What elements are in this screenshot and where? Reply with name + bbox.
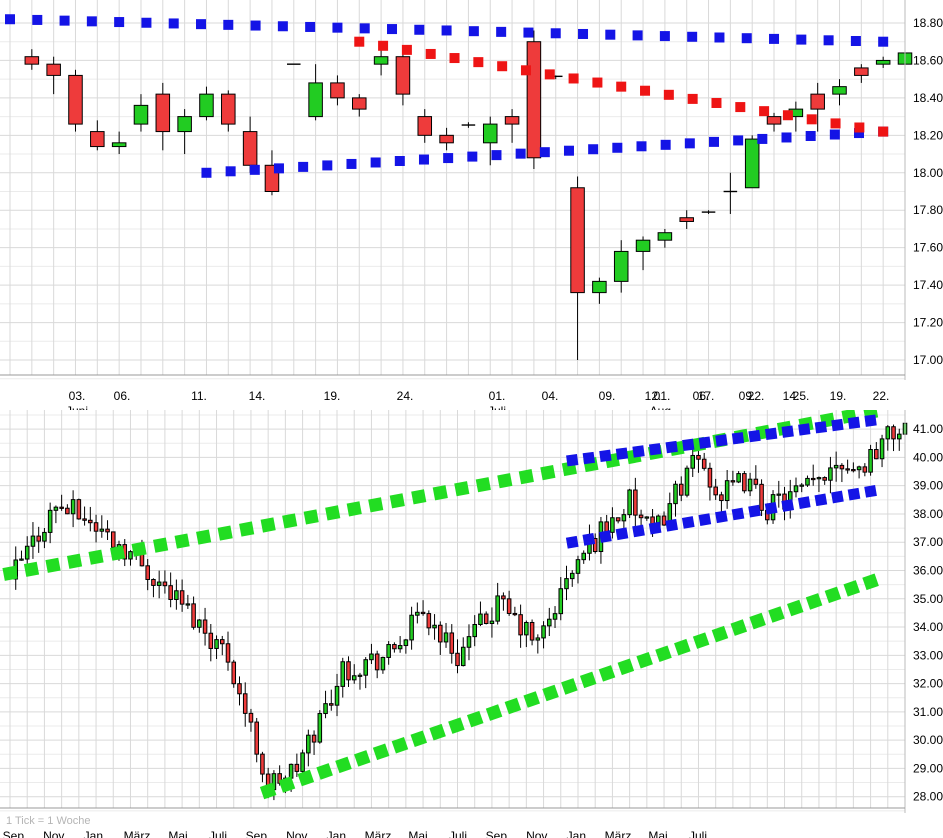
svg-text:37.000: 37.000 <box>913 535 943 549</box>
svg-text:11.: 11. <box>191 389 207 403</box>
svg-text:04.: 04. <box>542 389 559 403</box>
svg-text:Jan.: Jan. <box>84 829 107 838</box>
svg-text:18.800: 18.800 <box>913 16 943 30</box>
svg-text:03.: 03. <box>69 389 86 403</box>
svg-text:14.: 14. <box>249 389 266 403</box>
svg-text:06.: 06. <box>693 389 710 403</box>
svg-text:29.000: 29.000 <box>913 761 943 775</box>
svg-text:14.: 14. <box>783 389 800 403</box>
svg-text:17.200: 17.200 <box>913 316 943 330</box>
svg-text:17.800: 17.800 <box>913 203 943 217</box>
svg-text:01.: 01. <box>489 389 506 403</box>
svg-text:06.: 06. <box>114 389 131 403</box>
svg-text:31.000: 31.000 <box>913 705 943 719</box>
svg-text:22.: 22. <box>873 389 890 403</box>
dual-stock-chart-page: 17.000 17.200 17.400 17.600 17.800 18.000 18.2… <box>0 0 943 838</box>
svg-text:39.000: 39.000 <box>913 479 943 493</box>
svg-text:März: März <box>124 829 151 838</box>
svg-text:Sep.: Sep. <box>486 829 511 838</box>
svg-text:38.000: 38.000 <box>913 507 943 521</box>
svg-text:33.000: 33.000 <box>913 648 943 662</box>
svg-text:18.400: 18.400 <box>913 91 943 105</box>
svg-text:32.000: 32.000 <box>913 677 943 691</box>
svg-text:28.000: 28.000 <box>913 790 943 804</box>
svg-text:19.: 19. <box>324 389 341 403</box>
svg-text:Juli: Juli <box>689 829 707 838</box>
svg-text:Mai: Mai <box>648 829 667 838</box>
svg-text:Juli: Juli <box>449 829 467 838</box>
svg-text:01.: 01. <box>654 389 671 403</box>
svg-text:24.: 24. <box>397 389 414 403</box>
svg-text:März: März <box>605 829 632 838</box>
svg-text:Mai: Mai <box>168 829 187 838</box>
svg-text:09.: 09. <box>739 389 756 403</box>
top-chart-panel: 17.000 17.200 17.400 17.600 17.800 18.000 18.2… <box>0 0 943 410</box>
svg-text:Jan.: Jan. <box>327 829 350 838</box>
svg-text:Nov.: Nov. <box>526 829 550 838</box>
svg-text:Jan.: Jan. <box>567 829 590 838</box>
svg-text:1 Tick = 1 Woche: 1 Tick = 1 Woche <box>6 815 90 827</box>
svg-text:41.000: 41.000 <box>913 422 943 436</box>
svg-text:18.200: 18.200 <box>913 128 943 142</box>
svg-text:Mai: Mai <box>408 829 427 838</box>
svg-text:09.: 09. <box>599 389 616 403</box>
svg-text:36.000: 36.000 <box>913 564 943 578</box>
svg-text:Nov.: Nov. <box>43 829 67 838</box>
svg-text:März: März <box>365 829 392 838</box>
svg-text:34.000: 34.000 <box>913 620 943 634</box>
svg-text:18.000: 18.000 <box>913 166 943 180</box>
svg-text:17.600: 17.600 <box>913 241 943 255</box>
svg-text:18.600: 18.600 <box>913 53 943 67</box>
svg-text:17.400: 17.400 <box>913 278 943 292</box>
svg-text:Sep.: Sep. <box>246 829 271 838</box>
svg-text:Juli: Juli <box>209 829 227 838</box>
svg-text:35.000: 35.000 <box>913 592 943 606</box>
svg-text:Nov.: Nov. <box>286 829 310 838</box>
svg-text:19.: 19. <box>830 389 847 403</box>
svg-text:40.000: 40.000 <box>913 450 943 464</box>
svg-text:Sep.: Sep. <box>3 829 28 838</box>
svg-text:17.000: 17.000 <box>913 353 943 367</box>
svg-text:30.000: 30.000 <box>913 733 943 747</box>
bottom-chart-panel: 28.000 29.000 30.000 31.000 32.000 33.000 34.0… <box>0 410 943 838</box>
